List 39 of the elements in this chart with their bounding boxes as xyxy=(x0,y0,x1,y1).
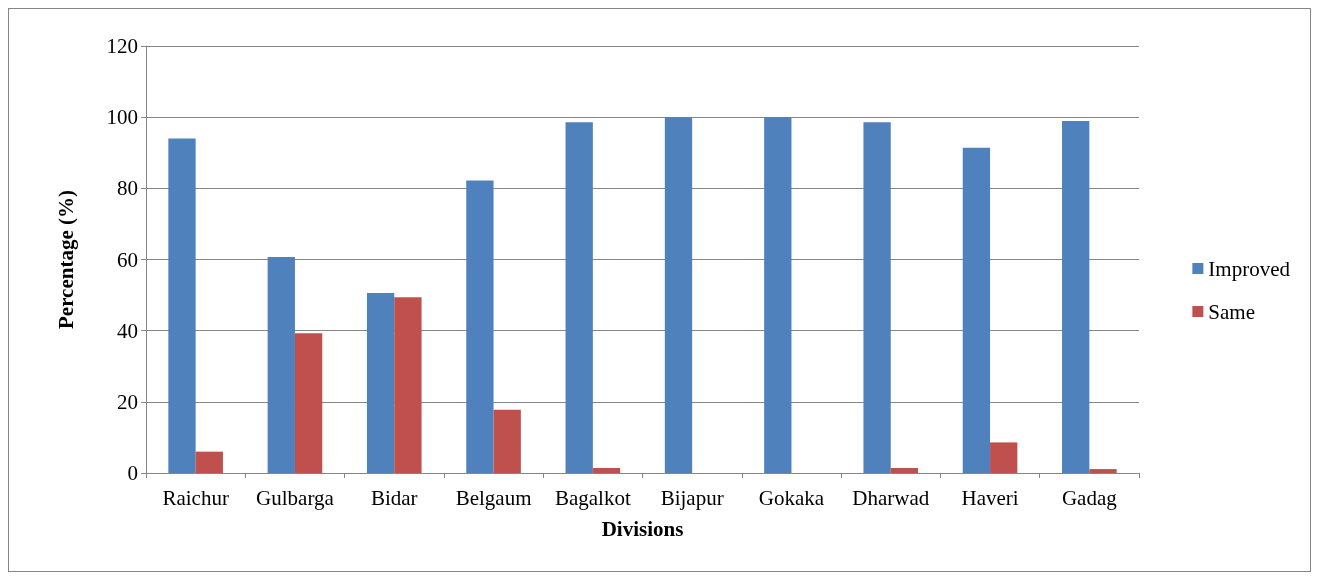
bar xyxy=(565,122,593,473)
bar xyxy=(863,122,891,473)
bar xyxy=(962,147,991,473)
bar xyxy=(493,409,521,473)
x-tick-label: Gokaka xyxy=(758,485,825,510)
bar xyxy=(466,180,494,473)
y-tick-label: 80 xyxy=(117,176,138,201)
bar xyxy=(990,442,1018,473)
bar xyxy=(1089,469,1117,473)
bar xyxy=(1062,121,1090,473)
x-tick-label: Raichur xyxy=(162,485,229,510)
bar xyxy=(890,468,919,473)
x-tick-label: Gulbarga xyxy=(256,485,335,510)
legend-label: Same xyxy=(1208,299,1256,324)
y-tick-label: 120 xyxy=(106,34,138,58)
bar xyxy=(366,292,395,473)
bar xyxy=(168,138,196,473)
bar xyxy=(195,451,223,473)
bar xyxy=(764,117,792,473)
bar xyxy=(394,297,422,473)
y-axis-title: Percentage (%) xyxy=(53,190,78,329)
x-axis-title: Divisions xyxy=(601,516,684,541)
x-tick-label: Bijapur xyxy=(660,485,724,510)
y-tick-label: 20 xyxy=(117,389,138,414)
x-tick-label: Bagalkot xyxy=(554,485,631,510)
y-tick-label: 60 xyxy=(117,247,138,272)
y-tick-label: 40 xyxy=(117,318,138,343)
bar xyxy=(267,257,295,473)
bar xyxy=(664,117,693,473)
x-tick-label: Haveri xyxy=(961,485,1019,510)
x-tick-label: Bidar xyxy=(370,485,418,510)
bar xyxy=(592,468,621,473)
bar xyxy=(294,333,323,473)
x-tick-label: Belgaum xyxy=(455,485,532,510)
legend-label: Improved xyxy=(1208,256,1291,281)
y-tick-label: 0 xyxy=(127,461,138,485)
y-tick-label: 100 xyxy=(106,105,138,130)
x-tick-label: Dharwad xyxy=(852,485,930,510)
x-tick-label: Gadag xyxy=(1061,485,1118,510)
